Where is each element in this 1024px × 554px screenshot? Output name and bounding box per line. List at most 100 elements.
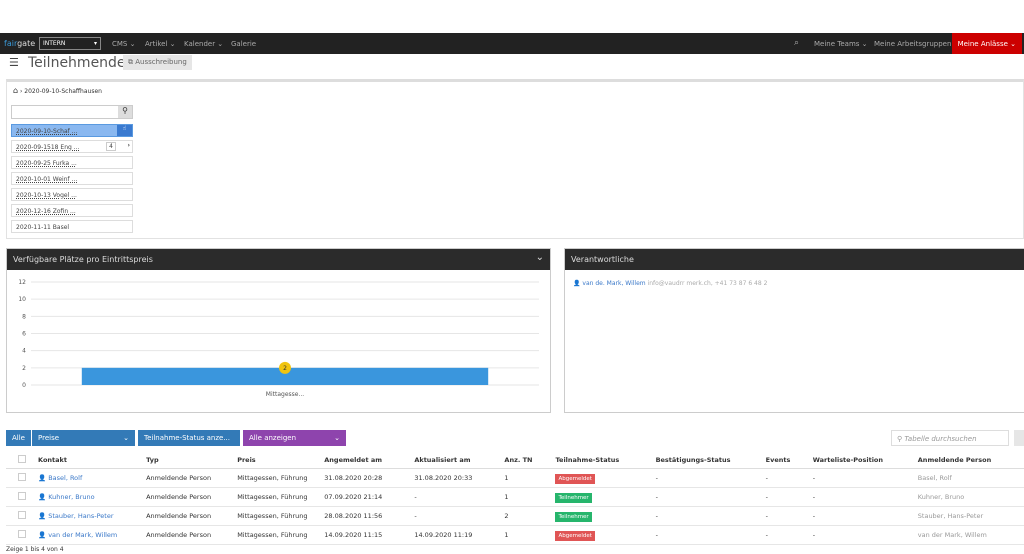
cell-value: 14.09.2020 11:15 [324,531,383,539]
table-cell: 1 [500,525,552,545]
event-item[interactable]: 2020-10-01 Weinf ... [11,172,133,185]
bar-chart: 0 2 4 6 8 10 12 2 Mittagesse... [18,279,539,398]
event-count: 4 [106,142,116,151]
column-header[interactable]: Events [761,452,809,469]
column-header[interactable]: Warteliste-Position [808,452,914,469]
search-icon[interactable]: ⌕ [794,38,800,48]
chart-panel: Verfügbare Plätze pro Eintrittspreis ⌄ 0 2… [6,248,551,413]
cell-value: 31.08.2020 20:33 [414,474,473,482]
table-cell: Mittagessen, Führung [233,525,321,545]
user-icon: 👤 [38,474,49,482]
event-search-input[interactable]: ⚲ [11,105,133,119]
table-cell: Abgemeldet [551,525,652,545]
user-icon: 👤 [573,280,581,287]
menu-icon[interactable]: ☰ [9,56,19,69]
column-header[interactable]: Typ [142,452,234,469]
responsible-name[interactable]: van de. Mark, Willem [582,280,646,287]
y-tick-label: 2 [22,365,26,372]
search-icon[interactable]: ⚲ [118,106,132,118]
cell-value: 2 [504,512,509,520]
cell-value: Anmeldende Person [146,512,212,520]
y-tick-label: 8 [22,313,26,320]
org-select[interactable]: INTERN ▾ [39,37,101,50]
cell-value: Anmeldende Person [146,474,212,482]
nav-meine-teams[interactable]: Meine Teams ⌄ [814,40,868,48]
home-icon[interactable]: ⌂ [13,86,19,95]
table-row[interactable]: 👤 Kuhner, Bruno Anmeldende Person Mittages… [6,487,1024,507]
bar[interactable] [81,367,489,385]
export-button[interactable] [1014,430,1024,446]
event-item[interactable]: 2020-10-13 Vogel ... [11,188,133,201]
cell-value: - [414,493,417,501]
cell-value: - [414,512,417,520]
column-header[interactable]: Preis [233,452,321,469]
event-item[interactable]: 2020-12-16 Zofin ... [11,204,133,217]
user-icon: 👤 [38,531,49,539]
table-cell: Mittagessen, Führung [233,506,321,526]
nav-kalender[interactable]: Kalender ⌄ [184,40,224,48]
chevron-down-icon[interactable]: ⌄ [535,252,544,263]
preise-dropdown[interactable]: Preise ⌄ [32,430,135,446]
table-cell: 👤 van der Mark, Willem [34,525,143,545]
filter-all-button[interactable]: Alle [6,430,31,446]
select-all-checkbox[interactable] [18,455,26,463]
table-cell: 👤 Stauber, Hans-Peter [34,506,143,526]
contact-link[interactable]: Basel, Rolf [48,474,83,482]
contact-link[interactable]: Kuhner, Bruno [48,493,95,501]
status-dropdown[interactable]: Teilnahme-Status anze... ⌄ [138,430,240,450]
contact-link[interactable]: van der Mark, Willem [48,531,118,539]
event-item[interactable]: 2020-09-25 Furka ... [11,156,133,169]
data-label-bubble [279,361,291,374]
responsible-panel: Verantwortliche 👤 van de. Mark, Willem i… [564,248,1024,413]
cell-value: - [812,512,816,520]
table-row[interactable]: 👤 van der Mark, Willem Anmeldende Person M… [6,525,1024,545]
table-cell: - [761,487,809,507]
contact-link[interactable]: Stauber, Hans-Peter [48,512,114,520]
cell-value: van der Mark, Willem [917,531,987,539]
y-tick-label: 6 [22,331,26,338]
pointer-icon[interactable]: ☝ [117,125,132,136]
column-header[interactable]: Anz. TN [500,452,552,469]
user-icon: 👤 [38,512,49,520]
table-cell: 14.09.2020 11:15 [320,525,411,545]
table-search-input[interactable]: ⚲ Tabelle durchsuchen [891,430,1009,446]
event-item[interactable]: 2020-11-11 Basel [11,220,133,233]
column-header[interactable]: Teilnahme-Status [551,452,652,469]
row-checkbox[interactable] [18,511,26,519]
event-item[interactable]: 2020-09-10-Schaf ... ☝ [11,124,133,137]
chevron-right-icon[interactable]: › [127,142,130,149]
table-cell: Anmeldende Person [142,506,234,526]
column-header[interactable]: Angemeldet am [320,452,411,469]
event-item[interactable]: 2020-09-1518 Eng ... 4 › [11,140,133,153]
nav-cms[interactable]: CMS ⌄ [112,40,136,48]
column-header[interactable]: Anmeldende Person [913,452,1024,469]
search-icon: ⚲ [897,435,905,443]
column-header[interactable]: Aktualisiert am [410,452,501,469]
cell-value: 28.08.2020 11:56 [324,512,383,520]
table-row[interactable]: 👤 Basel, Rolf Anmeldende Person Mittagesse… [6,468,1024,488]
row-checkbox[interactable] [18,492,26,500]
ausschreibung-button[interactable]: ⧉ Ausschreibung [123,55,192,70]
row-checkbox[interactable] [18,473,26,481]
column-header[interactable]: Bestätigungs-Status [651,452,762,469]
logo[interactable]: fairgate [4,39,36,48]
table-cell: 👤 Kuhner, Bruno [34,487,143,507]
nav-galerie[interactable]: Galerie [231,40,257,48]
nav-meine-anlaesse[interactable]: Meine Anlässe ⌄ [951,33,1022,54]
nav-artikel[interactable]: Artikel ⌄ [145,40,176,48]
status-badge: Abgemeldet [555,474,595,484]
breadcrumb-item[interactable]: 2020-09-10-Schaffhausen [24,88,102,95]
table-cell: - [651,506,762,526]
column-header[interactable]: Kontakt [34,452,143,469]
row-checkbox[interactable] [18,530,26,538]
nav-meine-arbeitsgruppen[interactable]: Meine Arbeitsgruppen ⌄ [874,40,960,48]
external-link-icon: ⧉ [128,58,136,66]
breadcrumb: ⌂ › 2020-09-10-Schaffhausen [13,86,102,95]
table-row[interactable]: 👤 Stauber, Hans-Peter Anmeldende Person Mi… [6,506,1024,526]
table-cell: Basel, Rolf [913,468,1024,488]
table-cell: - [761,506,809,526]
participants-table: Kontakt Typ Preis Angemeldet am Aktualisiert… [6,452,1024,545]
show-dropdown[interactable]: Alle anzeigen ⌄ [243,430,346,446]
table-cell: - [410,506,501,526]
event-tree-panel [6,79,1024,239]
